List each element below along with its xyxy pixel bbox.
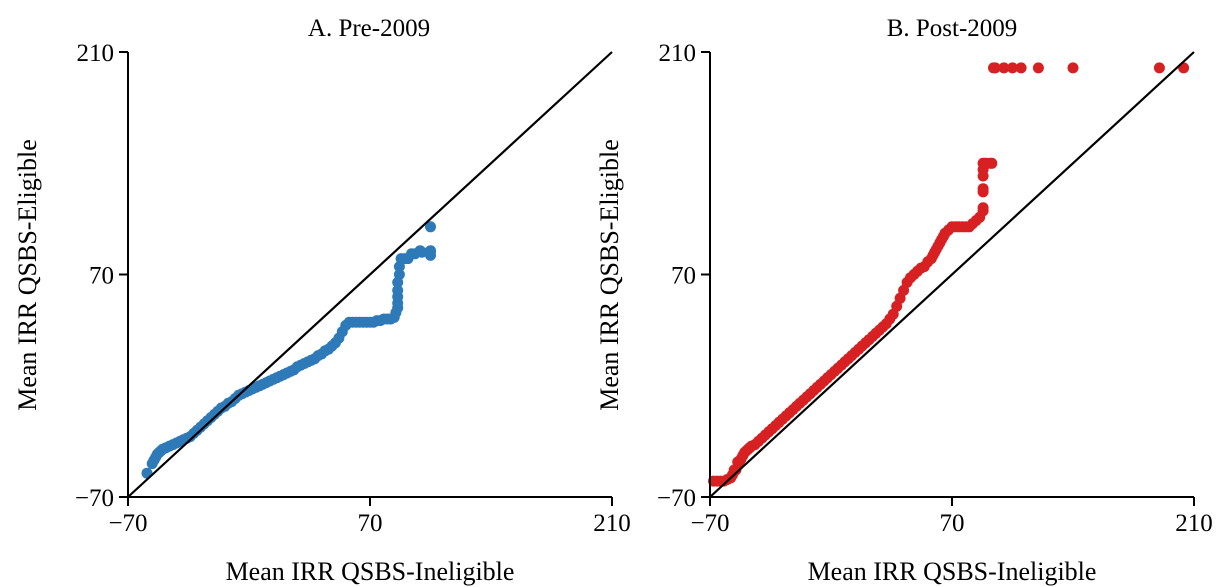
panel-title: B. Post-2009 xyxy=(887,15,1018,42)
y-axis-label: Mean IRR QSBS-Eligible xyxy=(13,139,42,411)
data-point xyxy=(1007,62,1018,74)
x-tick-label: 210 xyxy=(593,510,631,537)
data-point xyxy=(392,284,404,296)
axis-ticks: −70−70 70 70 210 210 xyxy=(75,40,631,537)
data-point xyxy=(998,62,1010,74)
data-point xyxy=(1153,62,1165,74)
data-point xyxy=(986,157,998,169)
x-tick-label: 210 xyxy=(1175,510,1213,537)
y-tick-label: 210 xyxy=(77,40,115,67)
x-axis-label: Mean IRR QSBS-Ineligible xyxy=(226,557,515,586)
data-point xyxy=(977,183,989,195)
data-point xyxy=(1067,62,1079,74)
y-tick-label: 70 xyxy=(89,263,114,290)
data-point xyxy=(1032,62,1044,74)
y-tick-label: −70 xyxy=(75,485,114,512)
x-tick-label: 70 xyxy=(358,510,383,537)
data-point xyxy=(989,62,1001,74)
data-point xyxy=(1015,62,1027,74)
panel-title: A. Pre-2009 xyxy=(308,15,430,42)
panel-post-2009: B. Post-2009 −70−70 70 70 210 210 Mean IRR Q… xyxy=(595,15,1213,586)
data-point xyxy=(393,269,405,280)
scatter-points xyxy=(708,62,1190,487)
identity-line xyxy=(709,51,1195,498)
x-axis-label: Mean IRR QSBS-Ineligible xyxy=(808,557,1097,586)
data-point xyxy=(425,221,436,233)
data-point xyxy=(977,202,989,214)
y-tick-label: 210 xyxy=(659,40,697,67)
axis-ticks: −70−70 70 70 210 210 xyxy=(657,40,1213,537)
x-tick-label: 70 xyxy=(940,510,965,537)
x-tick-label: −70 xyxy=(108,510,147,537)
data-point xyxy=(425,245,436,257)
panel-pre-2009: A. Pre-2009 −70−70 70 70 210 210 Mean IRR QS… xyxy=(13,15,631,586)
y-tick-label: 70 xyxy=(671,263,696,290)
data-point xyxy=(416,246,428,258)
identity-line xyxy=(127,51,613,498)
y-axis-label: Mean IRR QSBS-Eligible xyxy=(595,139,624,411)
y-tick-label: −70 xyxy=(657,485,696,512)
x-tick-label: −70 xyxy=(690,510,729,537)
scatter-points xyxy=(141,221,436,479)
